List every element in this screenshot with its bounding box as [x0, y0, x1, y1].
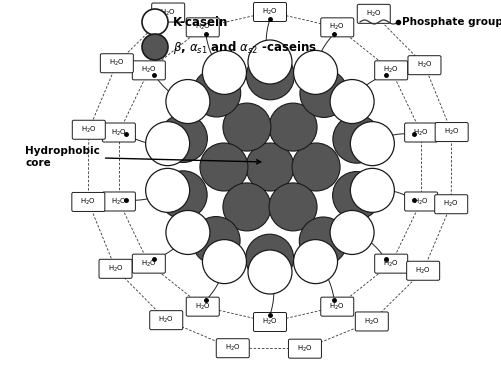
Circle shape [293, 240, 337, 284]
FancyBboxPatch shape [320, 18, 353, 37]
Text: $\mathregular{H_2O}$: $\mathregular{H_2O}$ [111, 127, 126, 138]
FancyBboxPatch shape [216, 339, 249, 358]
Circle shape [330, 211, 373, 255]
Text: $\mathregular{H_2O}$: $\mathregular{H_2O}$ [383, 65, 398, 75]
FancyBboxPatch shape [253, 312, 286, 332]
Text: $\mathregular{H_2O}$: $\mathregular{H_2O}$ [80, 197, 96, 207]
FancyBboxPatch shape [355, 312, 388, 331]
Circle shape [222, 103, 271, 151]
Text: $\mathregular{H_2O}$: $\mathregular{H_2O}$ [108, 264, 123, 274]
Text: $\mathregular{H_2O}$: $\mathregular{H_2O}$ [363, 316, 379, 327]
Circle shape [332, 115, 380, 163]
Circle shape [350, 168, 394, 212]
FancyBboxPatch shape [151, 3, 184, 22]
FancyBboxPatch shape [253, 2, 286, 22]
FancyBboxPatch shape [404, 192, 437, 211]
Text: $\mathregular{H_2O}$: $\mathregular{H_2O}$ [442, 199, 458, 209]
FancyBboxPatch shape [99, 259, 132, 278]
FancyBboxPatch shape [102, 123, 135, 142]
Circle shape [192, 69, 240, 117]
Circle shape [330, 80, 373, 123]
Circle shape [142, 9, 168, 35]
FancyBboxPatch shape [288, 339, 321, 358]
Text: $\mathregular{H_2O}$: $\mathregular{H_2O}$ [329, 22, 344, 33]
Text: $\mathregular{H_2O}$: $\mathregular{H_2O}$ [416, 60, 431, 70]
FancyBboxPatch shape [404, 123, 437, 142]
FancyBboxPatch shape [72, 192, 105, 211]
Text: $\mathregular{H_2O}$: $\mathregular{H_2O}$ [412, 196, 428, 207]
Circle shape [165, 80, 209, 123]
Circle shape [350, 122, 394, 166]
FancyBboxPatch shape [374, 61, 407, 80]
Circle shape [145, 122, 189, 166]
FancyBboxPatch shape [407, 56, 440, 75]
Circle shape [222, 183, 271, 231]
Text: $\mathregular{H_2O}$: $\mathregular{H_2O}$ [81, 125, 97, 135]
Circle shape [269, 103, 317, 151]
FancyBboxPatch shape [102, 192, 135, 211]
Text: $\mathregular{H_2O}$: $\mathregular{H_2O}$ [297, 344, 312, 354]
FancyBboxPatch shape [406, 261, 439, 280]
FancyBboxPatch shape [132, 254, 165, 273]
Circle shape [245, 234, 293, 282]
Circle shape [202, 50, 246, 94]
Text: $\mathregular{H_2O}$: $\mathregular{H_2O}$ [111, 196, 126, 207]
Text: $\beta$, $\alpha_{s1}$ and $\alpha_{s2}$ -caseins: $\beta$, $\alpha_{s1}$ and $\alpha_{s2}$… [173, 38, 316, 55]
Text: $\mathregular{H_2O}$: $\mathregular{H_2O}$ [224, 343, 240, 353]
FancyBboxPatch shape [434, 123, 467, 142]
Circle shape [202, 240, 246, 284]
FancyBboxPatch shape [72, 120, 105, 139]
Text: $\mathregular{H_2O}$: $\mathregular{H_2O}$ [194, 22, 210, 33]
Text: $\mathregular{H_2O}$: $\mathregular{H_2O}$ [194, 301, 210, 312]
Text: K-casein: K-casein [173, 15, 228, 29]
Circle shape [299, 69, 347, 117]
Circle shape [145, 168, 189, 212]
Circle shape [142, 34, 168, 60]
Circle shape [165, 211, 209, 255]
Text: $\mathregular{H_2O}$: $\mathregular{H_2O}$ [160, 7, 176, 18]
Text: $\mathregular{H_2O}$: $\mathregular{H_2O}$ [109, 58, 124, 68]
Circle shape [292, 143, 339, 191]
Text: Hydrophobic
core: Hydrophobic core [25, 146, 260, 168]
Text: $\mathregular{H_2O}$: $\mathregular{H_2O}$ [443, 127, 458, 137]
FancyBboxPatch shape [357, 4, 389, 23]
Text: $\mathregular{H_2O}$: $\mathregular{H_2O}$ [412, 127, 428, 138]
Text: $\mathregular{H_2O}$: $\mathregular{H_2O}$ [329, 301, 344, 312]
Circle shape [332, 171, 380, 219]
Circle shape [245, 143, 294, 191]
Text: $\mathregular{H_2O}$: $\mathregular{H_2O}$ [262, 7, 277, 17]
Text: $\mathregular{H_2O}$: $\mathregular{H_2O}$ [158, 315, 174, 325]
FancyBboxPatch shape [149, 311, 182, 330]
Circle shape [192, 217, 239, 265]
FancyBboxPatch shape [132, 61, 165, 80]
Circle shape [246, 52, 294, 100]
FancyBboxPatch shape [186, 297, 219, 316]
Text: $\mathregular{H_2O}$: $\mathregular{H_2O}$ [383, 259, 398, 269]
Text: Phosphate group: Phosphate group [401, 17, 501, 27]
FancyBboxPatch shape [100, 54, 133, 73]
Circle shape [159, 171, 207, 219]
Circle shape [247, 40, 292, 84]
Circle shape [247, 250, 292, 294]
Text: $\mathregular{H_2O}$: $\mathregular{H_2O}$ [365, 9, 381, 19]
Circle shape [269, 183, 317, 231]
Text: $\mathregular{H_2O}$: $\mathregular{H_2O}$ [414, 265, 430, 276]
Circle shape [293, 50, 337, 94]
Text: $\mathregular{H_2O}$: $\mathregular{H_2O}$ [262, 317, 277, 327]
Circle shape [199, 143, 247, 191]
FancyBboxPatch shape [374, 254, 407, 273]
Text: $\mathregular{H_2O}$: $\mathregular{H_2O}$ [141, 65, 156, 75]
Text: $\mathregular{H_2O}$: $\mathregular{H_2O}$ [141, 259, 156, 269]
FancyBboxPatch shape [434, 195, 467, 214]
FancyBboxPatch shape [186, 18, 219, 37]
FancyBboxPatch shape [320, 297, 353, 316]
Circle shape [299, 217, 347, 265]
Circle shape [159, 115, 207, 163]
